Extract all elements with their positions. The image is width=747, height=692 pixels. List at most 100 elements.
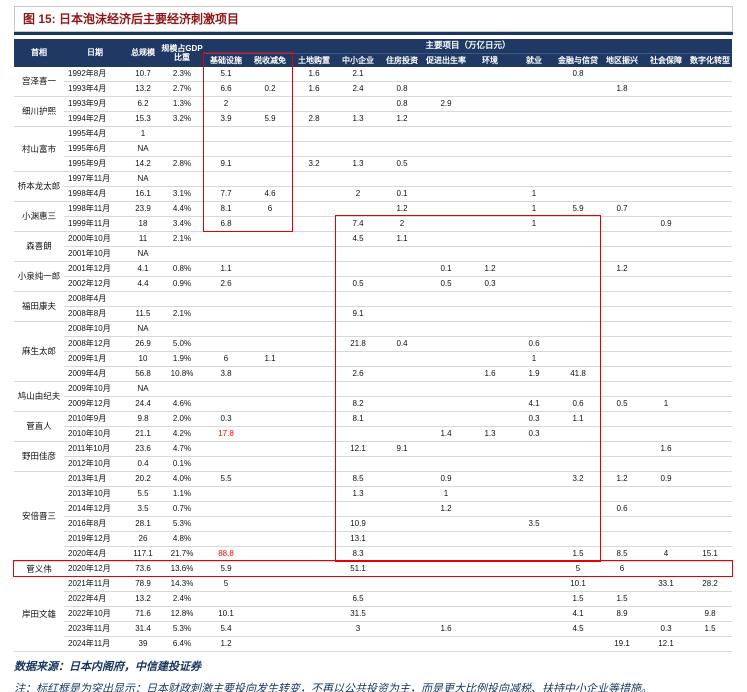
- table-cell: [468, 516, 512, 532]
- table-cell: [688, 381, 733, 397]
- table-cell: 1.2: [600, 471, 644, 487]
- table-row: 村山富市 1995年4月 1: [14, 126, 733, 172]
- table-cell: 9.1: [380, 441, 424, 457]
- table-cell: [688, 201, 733, 217]
- table-cell: [556, 81, 600, 97]
- table-cell: [556, 216, 600, 232]
- table-cell: 6.5: [336, 591, 380, 607]
- table-cell: 9.1: [336, 306, 380, 322]
- table-cell: [292, 321, 336, 337]
- table-cell: [424, 171, 468, 187]
- table-cell: [556, 156, 600, 172]
- table-cell: 1: [512, 216, 556, 232]
- table-cell: [556, 246, 600, 262]
- total-scale: NA: [126, 171, 160, 187]
- table-cell: [248, 321, 292, 337]
- table-cell: [292, 576, 336, 592]
- table-cell: [600, 516, 644, 532]
- table-cell: [424, 336, 468, 352]
- table-cell: [336, 96, 380, 112]
- gdp-share: 4.0%: [160, 471, 204, 487]
- table-cell: [688, 156, 733, 172]
- table-cell: 1.2: [600, 261, 644, 277]
- table-cell: [468, 231, 512, 247]
- table-cell: [468, 171, 512, 187]
- table-cell: 1.2: [204, 636, 248, 652]
- gdp-share: 13.6%: [160, 561, 204, 577]
- gdp-share: 2.0%: [160, 411, 204, 427]
- table-cell: [688, 531, 733, 547]
- table-cell: 1.6: [292, 66, 336, 82]
- table-cell: [556, 231, 600, 247]
- table-cell: [424, 441, 468, 457]
- table-row: 2020年4月 117.1 21.7% 88.8 8.3 1.5 8.5 4 15.1: [14, 546, 733, 562]
- table-cell: [644, 141, 688, 157]
- table-cell: [248, 456, 292, 472]
- table-cell: [556, 516, 600, 532]
- table-cell: [468, 486, 512, 502]
- table-row: 2022年4月 13.2 2.4% 6.5 1.5 1.5: [14, 591, 733, 607]
- table-cell: [468, 141, 512, 157]
- gdp-share: 4.6%: [160, 396, 204, 412]
- table-cell: [336, 126, 380, 142]
- gdp-share: 2.7%: [160, 81, 204, 97]
- total-scale: 9.8: [126, 411, 160, 427]
- table-cell: [380, 636, 424, 652]
- table-cell: [688, 66, 733, 82]
- gdp-share: 6.4%: [160, 636, 204, 652]
- table-row: 岸田文雄 2021年11月 78.9 14.3% 5 10.1 33.1 28.2: [14, 576, 733, 652]
- table-cell: [600, 441, 644, 457]
- table-row: 细川护熙 1993年9月 6.2 1.3% 2 0.8 2.9: [14, 96, 733, 127]
- table-row: 2014年12月 3.5 0.7% 1.2 0.6: [14, 501, 733, 517]
- table-cell: [204, 231, 248, 247]
- table-cell: [644, 111, 688, 127]
- table-cell: 0.3: [512, 411, 556, 427]
- total-scale: 3.5: [126, 501, 160, 517]
- column-header-date: 日期: [64, 39, 126, 67]
- column-header-project-11: 数字化转型: [688, 53, 733, 67]
- table-cell: 6: [600, 561, 644, 577]
- gdp-share: [160, 246, 204, 262]
- table-cell: 2.6: [204, 276, 248, 292]
- table-cell: [688, 111, 733, 127]
- table-cell: [644, 321, 688, 337]
- pm-name: 宫泽喜一: [14, 66, 64, 97]
- table-cell: 0.3: [468, 276, 512, 292]
- table-cell: [292, 96, 336, 112]
- column-header-project-1: 税收减免: [248, 53, 292, 67]
- table-cell: [424, 306, 468, 322]
- table-cell: [468, 336, 512, 352]
- table-cell: [512, 291, 556, 307]
- table-cell: [424, 141, 468, 157]
- table-cell: [512, 456, 556, 472]
- table-cell: [556, 381, 600, 397]
- table-cell: [248, 486, 292, 502]
- table-cell: 5.9: [204, 561, 248, 577]
- total-scale: 5.5: [126, 486, 160, 502]
- table-cell: [204, 396, 248, 412]
- gdp-share: 0.9%: [160, 276, 204, 292]
- table-cell: 51.1: [336, 561, 380, 577]
- package-date: 2012年10月: [64, 456, 126, 472]
- table-cell: [556, 261, 600, 277]
- table-cell: 28.2: [688, 576, 733, 592]
- table-cell: [688, 486, 733, 502]
- table-cell: 0.2: [248, 81, 292, 97]
- table-cell: [600, 456, 644, 472]
- package-date: 2008年4月: [64, 291, 126, 307]
- table-cell: [600, 186, 644, 202]
- table-cell: [512, 606, 556, 622]
- gdp-share: 14.3%: [160, 576, 204, 592]
- package-date: 1993年9月: [64, 96, 126, 112]
- table-cell: [292, 276, 336, 292]
- table-cell: [600, 381, 644, 397]
- gdp-share: 2.4%: [160, 591, 204, 607]
- table-cell: [424, 516, 468, 532]
- table-cell: [380, 546, 424, 562]
- table-cell: [512, 441, 556, 457]
- table-cell: [512, 531, 556, 547]
- column-header-project-4: 住房投资: [380, 53, 424, 67]
- table-cell: 13.1: [336, 531, 380, 547]
- table-row: 2009年1月 10 1.9% 6 1.1 1: [14, 351, 733, 367]
- table-cell: [424, 81, 468, 97]
